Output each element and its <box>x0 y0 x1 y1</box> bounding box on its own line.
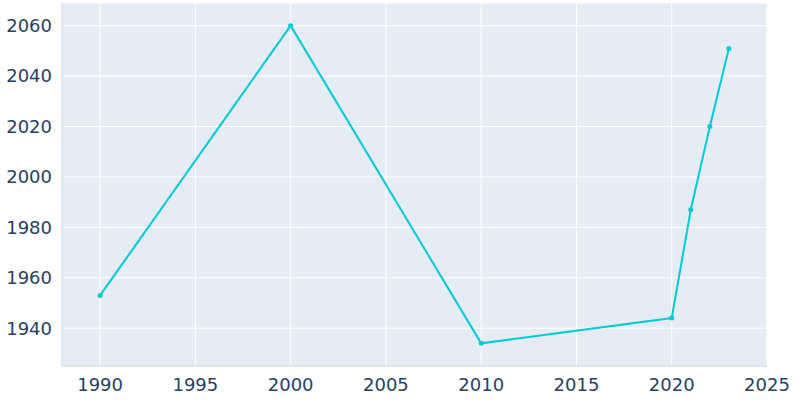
svg-text:1990: 1990 <box>77 374 123 395</box>
svg-text:1940: 1940 <box>8 318 52 339</box>
svg-text:2020: 2020 <box>649 374 695 395</box>
svg-text:2005: 2005 <box>363 374 409 395</box>
svg-text:2020: 2020 <box>8 116 52 137</box>
svg-text:1960: 1960 <box>8 267 52 288</box>
svg-text:1995: 1995 <box>172 374 218 395</box>
svg-text:1980: 1980 <box>8 217 52 238</box>
svg-text:2015: 2015 <box>554 374 600 395</box>
svg-text:2000: 2000 <box>8 166 52 187</box>
svg-text:2000: 2000 <box>268 374 314 395</box>
svg-text:2040: 2040 <box>8 65 52 86</box>
svg-text:2060: 2060 <box>8 15 52 36</box>
svg-text:2025: 2025 <box>744 374 790 395</box>
svg-text:2010: 2010 <box>458 374 504 395</box>
